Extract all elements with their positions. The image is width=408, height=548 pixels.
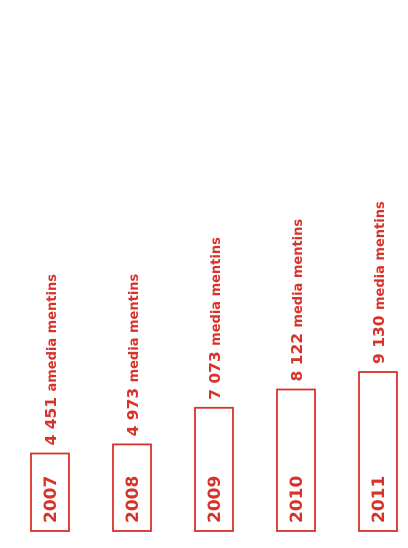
year-label-2007: 2007 [41, 476, 61, 523]
year-label-2011: 2011 [369, 476, 389, 523]
bar-2007 [30, 452, 70, 532]
bar-2011 [358, 371, 398, 532]
bar-2010 [276, 388, 316, 532]
value-label-2009: 7 073 media mentins [206, 237, 224, 400]
bar-2008 [112, 443, 152, 532]
year-label-2010: 2010 [287, 476, 307, 523]
value-label-2007: 4 451 amedia mentins [42, 274, 60, 446]
year-label-2008: 2008 [123, 476, 143, 523]
bar-2009 [194, 406, 234, 532]
year-label-2009: 2009 [205, 476, 225, 523]
value-label-2011: 9 130 media mentins [370, 201, 388, 364]
value-label-2010: 8 122 media mentins [288, 219, 306, 382]
value-label-2008: 4 973 media mentins [124, 273, 142, 436]
